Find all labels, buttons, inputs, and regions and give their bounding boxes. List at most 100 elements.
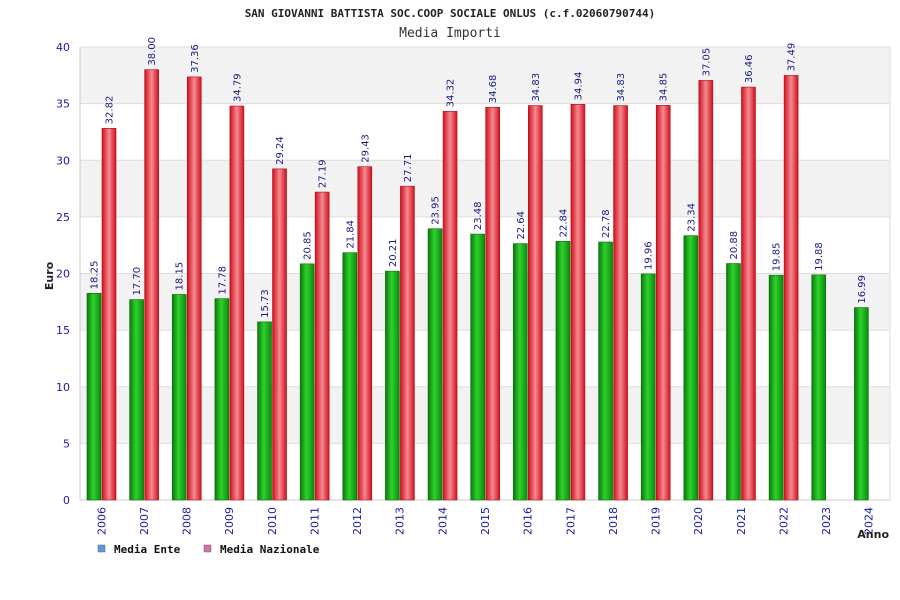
data-label: 23.95 — [431, 196, 442, 225]
data-label: 18.15 — [175, 262, 186, 291]
data-label: 34.83 — [616, 73, 627, 102]
bar-media-ente-2023 — [811, 274, 827, 501]
x-tick-label: 2010 — [266, 507, 279, 535]
bar-media-nazionale-2012 — [357, 166, 373, 501]
x-tick-label: 2018 — [607, 507, 620, 535]
data-label: 16.99 — [857, 275, 868, 304]
data-label: 36.46 — [744, 54, 755, 83]
bar-media-ente-2024 — [854, 307, 869, 501]
x-tick-label: 2011 — [308, 507, 321, 535]
x-tick-label: 2007 — [138, 507, 151, 535]
y-tick-label: 5 — [63, 437, 70, 450]
x-tick-label: 2022 — [777, 507, 790, 535]
bar-media-ente-2018 — [598, 241, 613, 501]
x-tick-label: 2006 — [95, 507, 108, 535]
x-tick-label: 2012 — [351, 507, 364, 535]
x-axis-label: Anno — [857, 528, 889, 541]
x-tick-label: 2023 — [820, 507, 833, 535]
x-tick-label: 2021 — [735, 507, 748, 535]
bar-media-nazionale-2010 — [272, 168, 287, 501]
x-tick-label: 2015 — [479, 507, 492, 535]
y-tick-label: 20 — [56, 268, 70, 281]
data-label: 34.79 — [232, 73, 243, 102]
bar-media-nazionale-2011 — [314, 191, 330, 501]
chart-title: SAN GIOVANNI BATTISTA SOC.COOP SOCIALE O… — [245, 7, 656, 20]
bar-media-ente-2011 — [299, 263, 315, 501]
data-label: 34.32 — [446, 79, 457, 108]
bar-media-ente-2006 — [86, 293, 102, 501]
data-label: 34.83 — [531, 73, 542, 102]
x-tick-label: 2014 — [436, 507, 449, 535]
data-label: 34.94 — [573, 72, 584, 101]
bar-media-ente-2007 — [129, 299, 144, 501]
x-tick-label: 2017 — [564, 507, 577, 535]
bar-media-nazionale-2008 — [186, 76, 202, 501]
y-tick-label: 30 — [56, 154, 70, 167]
bar-media-nazionale-2006 — [101, 128, 117, 501]
y-tick-label: 35 — [56, 98, 70, 111]
data-label: 27.19 — [318, 159, 329, 188]
data-label: 15.73 — [260, 289, 271, 318]
data-label: 20.21 — [388, 238, 399, 267]
data-label: 32.82 — [105, 96, 116, 125]
x-tick-label: 2016 — [522, 507, 535, 535]
y-tick-label: 25 — [56, 211, 70, 224]
data-label: 29.43 — [360, 134, 371, 163]
bar-media-ente-2022 — [768, 274, 784, 501]
bar-media-nazionale-2017 — [570, 104, 586, 501]
bar-media-ente-2015 — [470, 233, 485, 501]
bar-media-ente-2020 — [683, 235, 699, 501]
legend-label-media-ente: Media Ente — [114, 543, 181, 556]
data-labels: 18.25 17.70 18.15 17.78 15.73 20.85 21.84 20.21… — [90, 37, 868, 318]
data-label: 17.78 — [217, 266, 228, 295]
x-tick-label: 2013 — [394, 507, 407, 535]
chart-subtitle: Media Importi — [399, 26, 501, 41]
data-label: 34.85 — [659, 73, 670, 102]
y-tick-label: 40 — [56, 41, 70, 54]
bar-media-nazionale-2020 — [698, 80, 714, 501]
bar-media-ente-2016 — [513, 243, 528, 501]
data-label: 37.49 — [787, 43, 798, 72]
bar-media-nazionale-2009 — [229, 105, 245, 501]
bar-media-ente-2009 — [214, 298, 230, 501]
bar-media-nazionale-2022 — [783, 75, 799, 501]
x-axis-ticks: 2006 2007 2008 2009 2010 2011 2012 2013 2014 2015… — [95, 507, 875, 535]
legend-swatch-media-ente — [97, 544, 106, 553]
data-label: 19.96 — [644, 241, 655, 270]
data-label: 22.84 — [558, 209, 569, 238]
y-axis-ticks: 0 5 10 15 20 25 30 35 40 — [56, 41, 70, 507]
data-label: 22.64 — [516, 211, 527, 240]
data-label: 22.78 — [601, 209, 612, 238]
bar-media-nazionale-2014 — [442, 111, 458, 501]
bar-media-nazionale-2013 — [400, 185, 415, 501]
data-label: 18.25 — [90, 261, 101, 290]
data-label: 19.88 — [814, 242, 825, 271]
data-label: 20.85 — [303, 231, 314, 260]
y-axis-label: Euro — [43, 261, 56, 290]
bar-media-ente-2014 — [427, 228, 443, 501]
bar-media-ente-2013 — [385, 270, 400, 501]
data-label: 17.70 — [132, 267, 143, 296]
data-label: 34.68 — [488, 75, 499, 104]
x-tick-label: 2024 — [863, 507, 876, 535]
bar-media-nazionale-2015 — [485, 106, 500, 501]
y-tick-label: 15 — [56, 324, 70, 337]
bar-media-nazionale-2019 — [655, 105, 671, 501]
data-label: 21.84 — [345, 220, 356, 249]
data-label: 23.34 — [686, 203, 697, 232]
legend: Media Ente Media Nazionale — [97, 543, 320, 556]
y-tick-label: 10 — [56, 381, 70, 394]
bar-media-ente-2019 — [640, 273, 656, 501]
data-label: 20.88 — [729, 231, 740, 260]
bar-media-ente-2021 — [726, 263, 741, 501]
bar-media-ente-2008 — [171, 294, 187, 501]
legend-label-media-nazionale: Media Nazionale — [220, 543, 320, 556]
data-label: 27.71 — [403, 154, 414, 183]
bar-media-nazionale-2016 — [528, 105, 543, 501]
y-tick-label: 0 — [63, 494, 70, 507]
bar-media-ente-2010 — [257, 321, 272, 501]
data-label: 19.85 — [772, 243, 783, 272]
data-label: 38.00 — [147, 37, 158, 66]
data-label: 37.05 — [701, 48, 712, 77]
